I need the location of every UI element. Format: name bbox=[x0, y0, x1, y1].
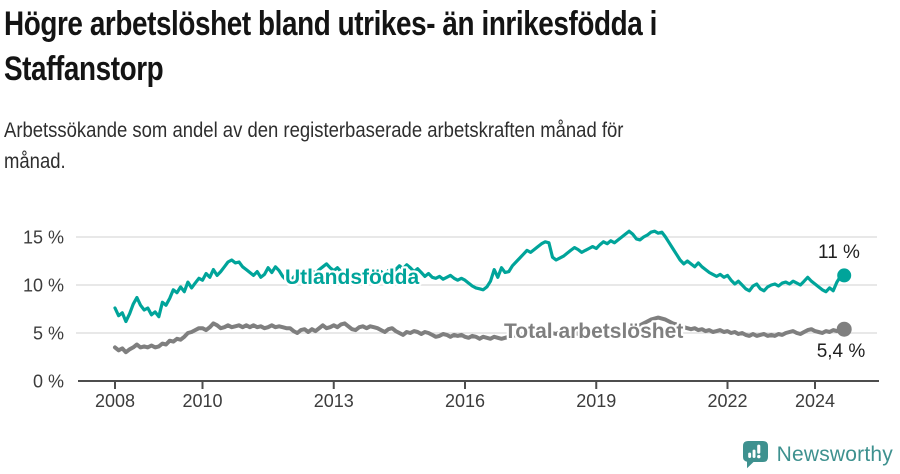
bar-chart-speech-bubble-icon bbox=[742, 441, 768, 469]
series-end-dot-utlandsfodda bbox=[837, 268, 852, 283]
logo-exclamation-dot bbox=[756, 454, 761, 459]
y-tick-label: 10 % bbox=[23, 276, 64, 296]
series-label-utlandsfodda: Utlandsfödda bbox=[285, 266, 419, 289]
x-tick-label: 2013 bbox=[314, 391, 354, 411]
logo-bar-small bbox=[747, 452, 751, 458]
x-tick-label: 2008 bbox=[95, 391, 135, 411]
x-tick-label: 2010 bbox=[182, 391, 222, 411]
logo-exclamation-bar bbox=[756, 444, 760, 454]
series-end-dot-total-arbetsloshet bbox=[836, 321, 852, 337]
page-title-line-1: Högre arbetslöshet bland utrikes- än inr… bbox=[4, 5, 658, 43]
x-tick-label: 2022 bbox=[707, 391, 747, 411]
page-title-line-2: Staffanstorp bbox=[4, 50, 164, 88]
chart-subtitle-line-2: månad. bbox=[4, 150, 66, 173]
chart-subtitle-line-1: Arbetssökande som andel av den registerb… bbox=[4, 119, 624, 142]
x-tick-label: 2024 bbox=[795, 391, 835, 411]
y-tick-label: 0 % bbox=[33, 372, 64, 392]
x-tick-label: 2019 bbox=[576, 391, 616, 411]
series-end-value-utlandsfodda: 11 % bbox=[818, 242, 860, 263]
page-title: Högre arbetslöshet bland utrikes- än inr… bbox=[4, 2, 657, 92]
series-line-utlandsfodda bbox=[113, 229, 846, 324]
series-end-value-total-arbetsloshet: 5,4 % bbox=[817, 341, 866, 362]
brand-name: Newsworthy bbox=[776, 442, 893, 466]
logo-bar-medium bbox=[752, 449, 756, 458]
y-tick-label: 15 % bbox=[23, 228, 64, 248]
series-label-total-arbetsloshet: Total arbetslöshet bbox=[504, 320, 683, 343]
brand-footer: Newsworthy bbox=[742, 440, 893, 469]
y-tick-label: 5 % bbox=[33, 324, 64, 344]
chart-subtitle: Arbetssökande som andel av den registerb… bbox=[4, 115, 623, 177]
series-line-total-arbetsloshet bbox=[113, 315, 847, 355]
x-tick-label: 2016 bbox=[445, 391, 485, 411]
